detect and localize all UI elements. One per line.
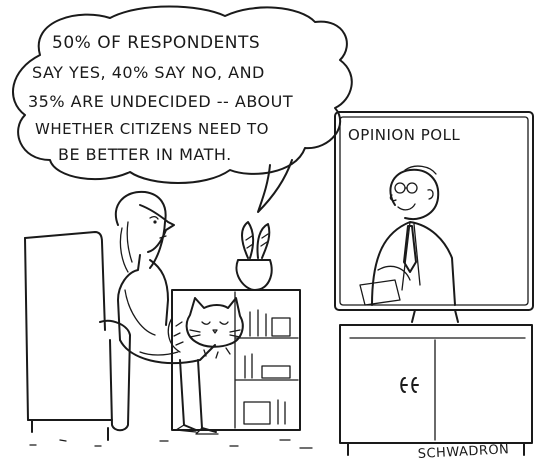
floor-marks: [29, 439, 313, 449]
speech-line-3: 35% ARE UNDECIDED -- ABOUT: [28, 92, 293, 111]
speech-text: 50% OF RESPONDENTS SAY YES, 40% SAY NO, …: [28, 33, 293, 164]
speech-line-5: BE BETTER IN MATH.: [58, 145, 232, 164]
news-anchor-figure: [359, 165, 456, 306]
artist-signature: SCHWADRON: [417, 442, 509, 462]
speech-line-4: WHETHER CITIZENS NEED TO: [35, 120, 269, 138]
woman-figure: [115, 190, 219, 435]
tv-caption: OPINION POLL: [348, 126, 460, 144]
television: OPINION POLL: [334, 111, 534, 326]
tv-cabinet: [339, 324, 533, 456]
armchair: [24, 231, 131, 441]
speech-line-2: SAY YES, 40% SAY NO, AND: [32, 63, 265, 82]
speech-bubble: [12, 5, 353, 213]
vase-with-leaves: [235, 221, 273, 291]
cat-on-lap: [167, 297, 244, 359]
speech-line-1: 50% OF RESPONDENTS: [52, 33, 260, 53]
bookshelf: [171, 289, 301, 431]
